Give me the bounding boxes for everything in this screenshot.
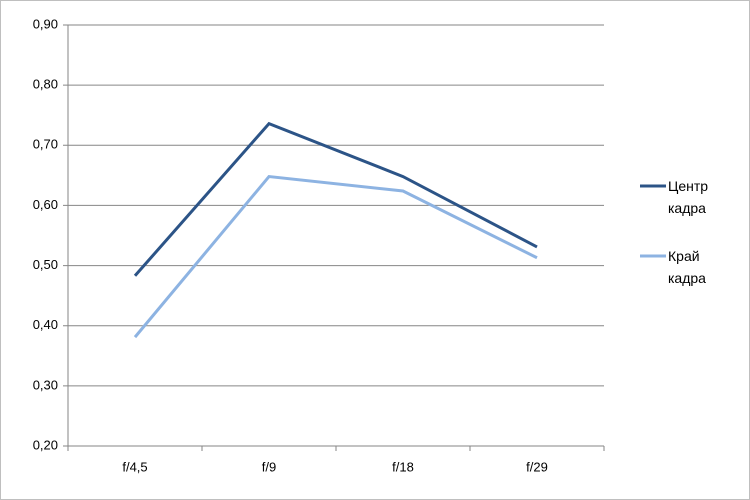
x-tick-label: f/9 bbox=[262, 459, 276, 474]
legend-label: Край кадра bbox=[668, 248, 706, 286]
y-tick-label: 0,20 bbox=[33, 437, 58, 452]
y-tick-label: 0,50 bbox=[33, 257, 58, 272]
legend-label: Центр кадра bbox=[668, 178, 709, 216]
series-line bbox=[133, 121, 538, 277]
x-tick-label: f/18 bbox=[392, 459, 414, 474]
x-tick-label: f/4,5 bbox=[122, 459, 147, 474]
y-tick-label: 0,90 bbox=[33, 16, 58, 31]
y-tick-label: 0,60 bbox=[33, 197, 58, 212]
y-tick-label: 0,70 bbox=[33, 137, 58, 152]
y-tick-label: 0,40 bbox=[33, 317, 58, 332]
y-tick-label: 0,30 bbox=[33, 377, 58, 392]
y-tick-label: 0,80 bbox=[33, 77, 58, 92]
x-tick-label: f/29 bbox=[526, 459, 548, 474]
series-line bbox=[133, 174, 538, 339]
